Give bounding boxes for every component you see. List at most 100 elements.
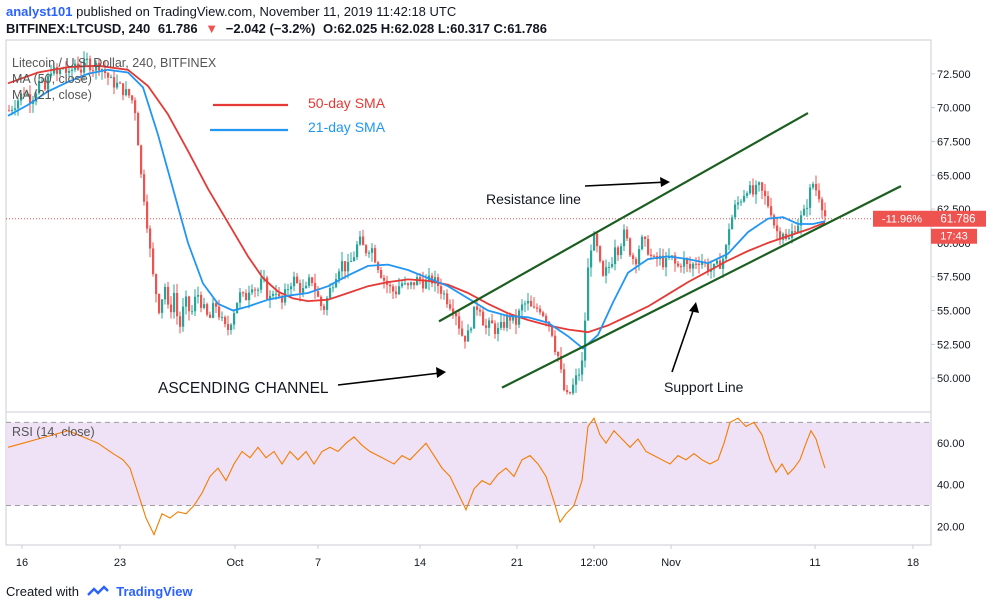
candle-body bbox=[71, 69, 74, 71]
candle-body bbox=[296, 276, 299, 284]
candle-body bbox=[605, 267, 608, 276]
candle-body bbox=[653, 255, 656, 257]
candle-body bbox=[485, 325, 488, 328]
candle-body bbox=[215, 303, 218, 307]
symbol-header: BITFINEX:LTCUSD, 240 61.786 ▼ −2.042 (−3… bbox=[6, 21, 551, 37]
candle-body bbox=[752, 185, 755, 195]
candle-body bbox=[314, 283, 317, 292]
candle-body bbox=[515, 316, 518, 325]
candle-body bbox=[761, 182, 764, 191]
candle-body bbox=[644, 236, 647, 239]
price-chart[interactable]: 72.50070.00067.50065.00062.50060.00057.5… bbox=[0, 0, 987, 575]
candle-body bbox=[410, 282, 413, 286]
candle-body bbox=[497, 327, 500, 334]
candle-body bbox=[20, 93, 23, 101]
candle-body bbox=[206, 304, 209, 315]
candle-body bbox=[323, 306, 326, 310]
candle-body bbox=[260, 278, 263, 290]
candle-body bbox=[140, 145, 143, 175]
candle-body bbox=[347, 261, 350, 272]
price-change: −2.042 (−3.2%) bbox=[225, 21, 316, 36]
publish-header: analyst101 published on TradingView.com,… bbox=[6, 4, 456, 20]
candle-body bbox=[236, 302, 239, 314]
candle-body bbox=[452, 308, 455, 313]
candle-body bbox=[590, 250, 593, 268]
candle-body bbox=[500, 321, 503, 328]
candle-body bbox=[530, 300, 533, 307]
candle-body bbox=[35, 93, 38, 101]
candle-body bbox=[218, 306, 221, 318]
candle-body bbox=[725, 244, 728, 259]
candle-body bbox=[275, 293, 278, 295]
price-tick-label: 65.000 bbox=[937, 170, 971, 182]
candle-body bbox=[17, 100, 20, 109]
candle-body bbox=[146, 201, 149, 229]
rsi-line bbox=[7, 417, 826, 536]
candle-body bbox=[116, 82, 119, 88]
candle-body bbox=[635, 259, 638, 265]
time-axis[interactable]: 16 23 Oct 7 14 21 12:00 Nov 11 18 bbox=[16, 545, 919, 569]
candle-body bbox=[227, 324, 230, 331]
candle-body bbox=[632, 255, 635, 260]
candle-body bbox=[56, 67, 59, 74]
candle-body bbox=[281, 296, 284, 303]
time-tick-label: 11 bbox=[809, 557, 820, 569]
candle-body bbox=[326, 297, 329, 310]
candle-body bbox=[269, 295, 272, 299]
candle-body bbox=[698, 263, 701, 265]
candle-body bbox=[701, 261, 704, 265]
candle-body bbox=[413, 282, 416, 286]
candle-body bbox=[164, 286, 167, 300]
candle-body bbox=[509, 315, 512, 321]
candle-body bbox=[149, 228, 152, 249]
ma21-legend[interactable]: MA (21, close) bbox=[12, 88, 92, 102]
resistance-arrow bbox=[584, 181, 669, 187]
ma50-legend[interactable]: MA (50, close) bbox=[12, 72, 92, 86]
candle-body bbox=[248, 292, 251, 301]
candle-body bbox=[803, 208, 806, 216]
candle-body bbox=[101, 69, 104, 71]
support-arrow bbox=[671, 307, 695, 373]
candle-body bbox=[239, 292, 242, 303]
candle-body bbox=[809, 187, 812, 208]
support-arrowhead bbox=[689, 302, 699, 313]
candle-body bbox=[59, 69, 62, 74]
candle-body bbox=[194, 296, 197, 312]
price-tick-label: 57.500 bbox=[937, 272, 971, 284]
candle-body bbox=[797, 225, 800, 233]
candle-body bbox=[395, 291, 398, 295]
candle-body bbox=[287, 289, 290, 291]
rsi-band bbox=[6, 422, 931, 506]
candle-body bbox=[107, 72, 110, 78]
rsi-tick-label: 40.00 bbox=[937, 480, 965, 492]
candle-body bbox=[161, 299, 164, 313]
candle-body bbox=[779, 231, 782, 240]
rsi-legend[interactable]: RSI (14, close) bbox=[12, 425, 95, 439]
symbol-line: BITFINEX:LTCUSD, 240 bbox=[6, 21, 151, 36]
candle-body bbox=[338, 271, 341, 280]
candle-body bbox=[8, 110, 11, 112]
candle-body bbox=[617, 247, 620, 256]
candle-body bbox=[404, 283, 407, 285]
time-tick-label: 12:00 bbox=[580, 557, 608, 569]
candle-body bbox=[533, 306, 536, 308]
candle-body bbox=[245, 293, 248, 301]
candle-body bbox=[746, 193, 749, 196]
candle-body bbox=[647, 238, 650, 255]
candle-body bbox=[740, 201, 743, 203]
tradingview-brand[interactable]: TradingView bbox=[116, 584, 193, 599]
candle-body bbox=[464, 335, 467, 342]
candle-body bbox=[119, 82, 122, 84]
price-axis[interactable]: 72.50070.00067.50065.00062.50060.00057.5… bbox=[931, 69, 971, 385]
candle-body bbox=[110, 77, 113, 79]
price-tag: -11.96% 61.786 17:43 bbox=[873, 210, 986, 244]
candle-body bbox=[800, 215, 803, 226]
candle-body bbox=[593, 233, 596, 251]
candle-body bbox=[776, 225, 779, 232]
price-tick-label: 52.500 bbox=[937, 339, 971, 351]
candle-body bbox=[299, 283, 302, 293]
author-link[interactable]: analyst101 bbox=[6, 4, 73, 19]
support-line bbox=[501, 185, 902, 389]
candle-body bbox=[749, 185, 752, 194]
candle-body bbox=[86, 58, 89, 60]
